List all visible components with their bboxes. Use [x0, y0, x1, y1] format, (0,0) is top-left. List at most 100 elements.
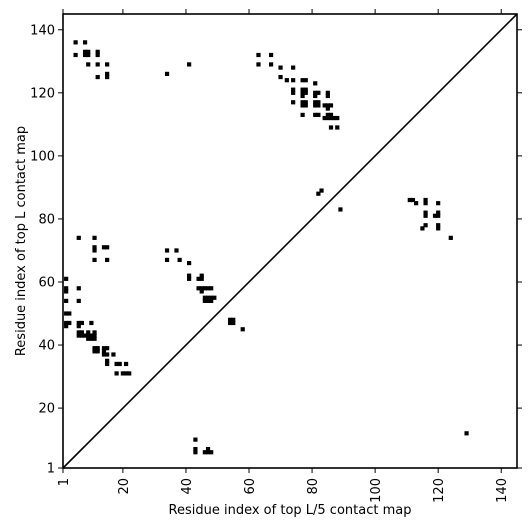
contact-point [73, 52, 78, 58]
y-tick-label: 120 [30, 86, 55, 101]
y-tick-label: 60 [38, 275, 55, 290]
contact-point [316, 100, 321, 105]
contact-point [67, 311, 72, 316]
contact-point [436, 210, 441, 215]
contact-point [291, 90, 296, 95]
contact-point [328, 112, 334, 117]
contact-point [196, 276, 201, 281]
contact-point [117, 361, 122, 367]
contact-point [335, 125, 340, 130]
contact-point [105, 361, 110, 367]
contact-point [193, 437, 198, 442]
contact-point [76, 333, 81, 338]
contact-point [284, 78, 289, 83]
contact-point [319, 188, 324, 193]
contact-point [82, 333, 88, 338]
contact-point [92, 336, 97, 341]
contact-point [300, 100, 305, 105]
contact-point [193, 446, 198, 452]
contact-point [464, 431, 469, 436]
contact-points [64, 40, 469, 455]
contact-point [432, 213, 438, 218]
contact-point [202, 450, 207, 455]
contact-point [193, 450, 198, 455]
contact-point [205, 298, 211, 303]
x-tick-label: 60 [243, 478, 258, 495]
contact-point [240, 327, 245, 332]
contact-point [73, 40, 78, 45]
contact-point [92, 235, 97, 240]
contact-point [300, 78, 305, 83]
contact-point [303, 100, 308, 105]
contact-point [95, 52, 100, 58]
contact-point [202, 295, 207, 300]
contact-point [101, 352, 107, 357]
y-tick-label: 100 [30, 149, 55, 164]
contact-point [410, 197, 416, 203]
contact-point [300, 87, 305, 92]
contact-point [76, 298, 81, 303]
contact-point [448, 235, 453, 240]
contact-point [101, 349, 107, 354]
contact-point [205, 450, 211, 455]
contact-point [64, 298, 69, 303]
contact-point [187, 276, 192, 281]
contact-point [76, 235, 81, 240]
contact-point [313, 103, 318, 108]
contact-point [199, 289, 204, 294]
contact-point [325, 103, 330, 108]
x-tick-label: 120 [432, 478, 447, 503]
contact-point [105, 74, 110, 80]
contact-point [328, 103, 334, 108]
contact-point [127, 371, 132, 376]
contact-point [187, 273, 192, 278]
y-tick-label: 80 [38, 212, 55, 227]
plot-frame [62, 13, 518, 469]
contact-point [95, 49, 100, 54]
contact-point [92, 248, 97, 253]
contact-point [64, 311, 69, 316]
contact-point [86, 52, 91, 58]
contact-point [123, 371, 129, 376]
contact-point [199, 276, 204, 281]
contact-point [86, 336, 91, 341]
contact-point [95, 62, 100, 67]
contact-point [64, 289, 69, 294]
contact-point [328, 115, 334, 121]
contact-point [82, 49, 88, 54]
contact-point [291, 100, 296, 105]
contact-point [95, 349, 100, 354]
contact-point [199, 273, 204, 278]
contact-point [322, 115, 327, 121]
contact-point [423, 213, 428, 218]
x-tick-label: 40 [180, 478, 195, 495]
contact-point [436, 213, 441, 218]
contact-point [105, 352, 110, 357]
contact-point [436, 201, 441, 206]
x-tick-label: 20 [117, 478, 132, 495]
contact-point [105, 358, 110, 363]
contact-point [205, 286, 211, 291]
y-tick-label: 1 [47, 462, 55, 477]
y-tick-label: 40 [38, 339, 55, 354]
contact-point [303, 103, 308, 108]
x-tick-label: 80 [306, 478, 321, 495]
contact-point [92, 245, 97, 250]
x-tick-label: 100 [369, 478, 384, 503]
contact-point [300, 90, 305, 95]
contact-point [291, 78, 296, 83]
contact-point [89, 333, 94, 338]
contact-point [205, 295, 211, 300]
contact-point [196, 286, 201, 291]
contact-point [92, 346, 97, 351]
contact-point [64, 276, 69, 281]
y-tick-label: 140 [30, 23, 55, 38]
contact-point [67, 320, 72, 326]
contact-point [316, 191, 321, 196]
contact-point [300, 112, 305, 117]
contact-point [177, 257, 182, 263]
contact-point [92, 333, 97, 338]
contact-point [164, 71, 170, 76]
contact-point [256, 52, 261, 58]
